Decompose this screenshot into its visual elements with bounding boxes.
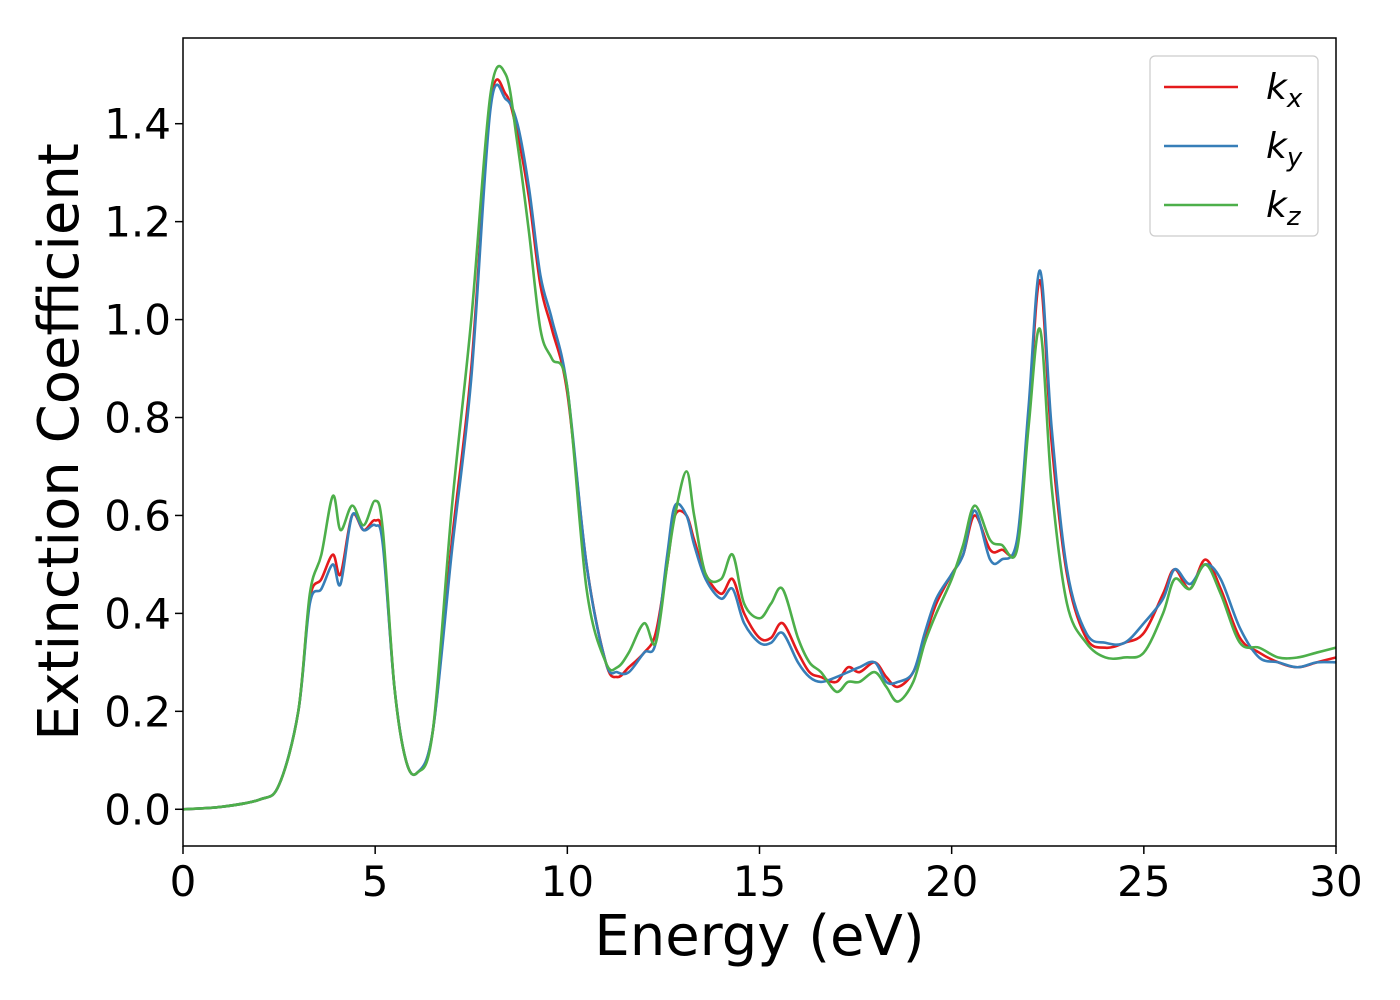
legend-label-z: kz: [1266, 185, 1302, 232]
y-axis-label: Extinction Coefficient: [27, 143, 92, 741]
x-tick-label: 5: [362, 857, 389, 906]
legend-label-y: ky: [1266, 126, 1303, 173]
y-tick-label: 1.2: [104, 198, 171, 247]
series-line-z: [183, 64, 1336, 811]
legend-label-x: kx: [1266, 67, 1303, 114]
legend: kx ky kz: [1149, 55, 1319, 237]
x-tick-label: 0: [170, 857, 197, 906]
x-tick-label: 15: [733, 857, 786, 906]
x-axis-label: Energy (eV): [594, 904, 924, 969]
y-tick-label: 0.2: [104, 687, 171, 736]
series-layer: [183, 64, 1336, 811]
y-tick-label: 1.0: [104, 296, 171, 345]
x-tick-label: 30: [1309, 857, 1362, 906]
y-tick-label: 0.8: [104, 394, 171, 443]
x-tick-label: 10: [541, 857, 594, 906]
y-tick-label: 1.4: [104, 100, 171, 149]
x-tick-label: 20: [925, 857, 978, 906]
y-tick-label: 0.6: [104, 491, 171, 540]
y-tick-label: 0.0: [104, 785, 171, 834]
y-tick-label: 0.4: [104, 589, 171, 638]
x-axis: 0 5 10 15 20 25 30: [170, 846, 1363, 906]
y-axis: 0.0 0.2 0.4 0.6 0.8 1.0 1.2 1.4: [104, 100, 183, 834]
x-tick-label: 25: [1117, 857, 1170, 906]
